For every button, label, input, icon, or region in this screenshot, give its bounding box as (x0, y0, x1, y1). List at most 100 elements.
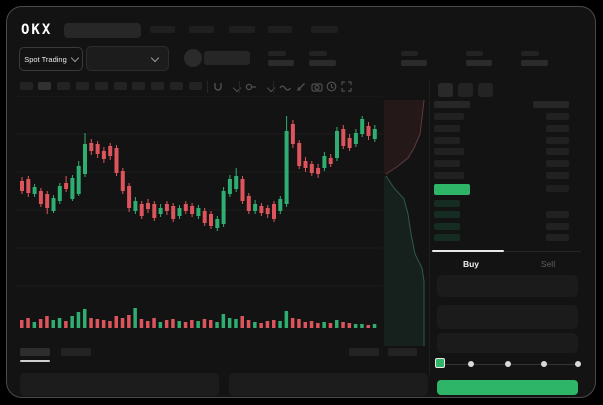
footer-panel (229, 373, 428, 396)
nav-item[interactable] (229, 26, 255, 33)
orderbook-view-bids-icon[interactable] (458, 83, 473, 97)
orderbook-view-both-icon[interactable] (438, 83, 453, 97)
magnet-icon[interactable] (213, 82, 225, 92)
panel-divider (429, 79, 430, 375)
amount-slider-track[interactable] (444, 363, 581, 365)
volume-bar (26, 318, 30, 328)
candlestick-chart[interactable] (15, 96, 383, 332)
candle (183, 204, 188, 211)
bottom-link[interactable] (349, 348, 379, 356)
timeframe-button[interactable] (132, 82, 145, 90)
price-field[interactable] (437, 305, 578, 329)
nav-item[interactable] (189, 26, 214, 33)
slider-step-dot[interactable] (575, 361, 581, 367)
indicator-icon[interactable] (245, 82, 257, 92)
candle (164, 204, 169, 211)
nav-item[interactable] (268, 26, 292, 33)
amount-field[interactable] (437, 333, 578, 353)
volume-bar (190, 320, 194, 328)
volume-bar (209, 320, 213, 328)
candle (284, 131, 289, 204)
divider (207, 81, 208, 93)
amount-slider-handle[interactable] (435, 358, 445, 368)
volume-bar (303, 322, 307, 328)
volume-bar (171, 319, 175, 328)
timeframe-button[interactable] (57, 82, 70, 90)
tab-buy[interactable]: Buy (462, 259, 480, 269)
bottom-link[interactable] (388, 348, 417, 356)
volume-bar (70, 316, 74, 328)
candle (146, 203, 150, 209)
timeframe-button[interactable] (189, 82, 202, 90)
candle (152, 204, 157, 218)
wave-line-icon[interactable] (279, 83, 292, 92)
order-type-field[interactable] (437, 275, 578, 297)
candle (64, 183, 69, 189)
candle (108, 146, 113, 156)
volume-bar (259, 323, 263, 328)
market-type-dropdown[interactable]: Spot Trading (19, 47, 83, 71)
footer-panel (20, 373, 219, 396)
timeframe-button[interactable] (20, 82, 33, 90)
volume-bar (353, 324, 358, 328)
candle (259, 206, 264, 213)
price-bar (434, 124, 460, 132)
ticker-stat-value (309, 60, 336, 66)
clock-icon[interactable] (326, 81, 337, 92)
volume-bar (347, 323, 352, 328)
tab-sell[interactable]: Sell (540, 259, 556, 269)
timeframe-button[interactable] (151, 82, 164, 90)
timeframe-button[interactable] (170, 82, 183, 90)
volume-bar (215, 322, 219, 328)
price-bar (434, 234, 460, 242)
volume-bar (341, 322, 345, 328)
candle (215, 219, 220, 228)
buy-tab-underline (432, 249, 504, 252)
volume-bar (202, 319, 207, 328)
amount-bar (546, 124, 569, 132)
candle (202, 211, 207, 223)
timeframe-button[interactable] (76, 82, 89, 90)
volume-bar (146, 321, 150, 328)
search-input[interactable] (64, 23, 141, 38)
timeframe-button[interactable] (38, 82, 51, 90)
pair-selector[interactable] (86, 46, 169, 71)
price-bar (434, 222, 460, 230)
divider (239, 81, 240, 93)
volume-bar (76, 312, 81, 328)
price-bar (434, 136, 460, 144)
candle (20, 181, 24, 191)
price-bar (434, 200, 460, 207)
fullscreen-icon[interactable] (341, 81, 352, 92)
slider-step-dot[interactable] (468, 361, 474, 367)
slider-step-dot[interactable] (541, 361, 547, 367)
draw-pencil-icon[interactable] (296, 81, 307, 92)
amount-bar (546, 160, 569, 168)
camera-icon[interactable] (311, 81, 323, 92)
candle (335, 131, 339, 158)
pair-name-placeholder[interactable] (204, 51, 250, 65)
buy-submit-button[interactable] (437, 380, 578, 395)
orderbook-last-price[interactable] (434, 184, 470, 195)
nav-item[interactable] (311, 26, 338, 33)
volume-bar (196, 321, 200, 328)
slider-step-dot[interactable] (505, 361, 511, 367)
volume-bar (108, 321, 112, 328)
volume-bar (316, 323, 320, 328)
volume-bar (158, 322, 163, 328)
bottom-tab-active[interactable] (20, 348, 50, 356)
timeframe-button[interactable] (95, 82, 108, 90)
ticker-stat-label (401, 51, 418, 56)
candle (70, 178, 75, 199)
bottom-tab[interactable] (61, 348, 91, 356)
candle (240, 179, 245, 201)
ticker-stat-label (521, 51, 539, 56)
candle (227, 179, 232, 194)
candle (253, 204, 258, 211)
volume-bar (227, 318, 232, 328)
market-type-label: Spot Trading (24, 54, 67, 64)
nav-item[interactable] (150, 26, 175, 33)
orderbook-view-asks-icon[interactable] (478, 83, 493, 97)
timeframe-button[interactable] (114, 82, 127, 90)
volume-bar (32, 322, 37, 328)
